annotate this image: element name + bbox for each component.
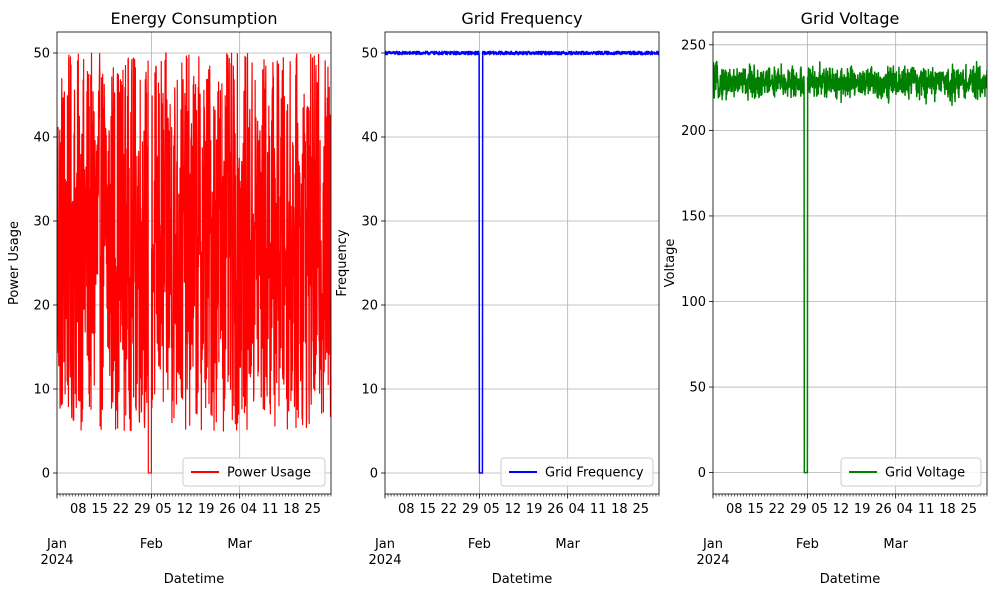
- y-tick-label: 100: [681, 295, 706, 310]
- x-tick-label: 19: [526, 502, 543, 517]
- y-tick-label: 10: [361, 383, 378, 398]
- y-tick-label: 20: [361, 299, 378, 314]
- x-tick-label: 04: [569, 502, 586, 517]
- x-tick-label: 19: [198, 502, 215, 517]
- y-tick-label: 20: [33, 299, 50, 314]
- x-tick-label: 25: [960, 502, 977, 517]
- series-line-grid-voltage: [713, 60, 987, 474]
- x-tick-label: 25: [304, 502, 321, 517]
- x-tick-label: 04: [897, 502, 914, 517]
- x-tick-label: 15: [747, 502, 764, 517]
- x-tick-label: 04: [241, 502, 258, 517]
- legend-box: [182, 457, 326, 487]
- x-tick-label: 12: [177, 502, 194, 517]
- legend-label: Grid Voltage: [885, 466, 965, 481]
- x-month-label: Mar: [883, 537, 908, 552]
- chart-title: Grid Voltage: [801, 9, 900, 28]
- x-month-label: Jan: [702, 537, 723, 552]
- series-line-power-usage: [57, 52, 331, 474]
- subplot-2: Grid Frequency 0 10 20 30 40 50 Frequency 08 15 22…: [335, 9, 660, 587]
- x-tick-label: 11: [262, 502, 279, 517]
- y-tick-label: 50: [689, 381, 706, 396]
- x-tick-label: 18: [611, 502, 628, 517]
- x-tick-label: 08: [398, 502, 415, 517]
- x-axis-label: Datetime: [820, 572, 880, 587]
- legend-box: [500, 457, 654, 487]
- x-tick-label: 15: [91, 502, 108, 517]
- x-tick-label: 11: [918, 502, 935, 517]
- axes-frame: [712, 31, 988, 495]
- x-tick-label: 26: [547, 502, 564, 517]
- x-tick-label: 29: [790, 502, 807, 517]
- x-tick-label: 22: [769, 502, 786, 517]
- y-tick-label: 250: [681, 38, 706, 53]
- x-month-label: Mar: [555, 537, 580, 552]
- legend-label: Power Usage: [227, 466, 311, 481]
- x-tick-label: 05: [155, 502, 172, 517]
- y-tick-label: 0: [370, 467, 378, 482]
- x-tick-label: 29: [462, 502, 479, 517]
- y-tick-label: 40: [33, 131, 50, 146]
- x-month-label: Feb: [140, 537, 163, 552]
- x-year-label: 2024: [40, 553, 73, 568]
- x-month-label: Jan: [46, 537, 67, 552]
- x-tick-label: 26: [219, 502, 236, 517]
- subplot-1: Energy Consumption 0 10 20 30 40 50 Power Usage…: [7, 9, 332, 587]
- x-month-label: Feb: [468, 537, 491, 552]
- y-tick-label: 0: [42, 467, 50, 482]
- x-tick-label: 22: [113, 502, 130, 517]
- x-tick-label: 08: [726, 502, 743, 517]
- x-tick-label: 12: [833, 502, 850, 517]
- x-month-label: Feb: [796, 537, 819, 552]
- series-line-grid-frequency: [385, 50, 659, 474]
- y-tick-label: 0: [698, 466, 706, 481]
- x-tick-label: 22: [441, 502, 458, 517]
- x-tick-label: 11: [590, 502, 607, 517]
- x-tick-label: 25: [632, 502, 649, 517]
- chart-title: Grid Frequency: [461, 9, 582, 28]
- x-tick-label: 18: [939, 502, 956, 517]
- x-tick-label: 15: [419, 502, 436, 517]
- x-axis-label: Datetime: [164, 572, 224, 587]
- y-axis-label: Frequency: [335, 229, 350, 296]
- y-tick-label: 30: [33, 215, 50, 230]
- y-tick-label: 40: [361, 131, 378, 146]
- y-tick-label: 50: [33, 47, 50, 62]
- y-tick-label: 10: [33, 383, 50, 398]
- x-tick-label: 26: [875, 502, 892, 517]
- x-tick-label: 29: [134, 502, 151, 517]
- legend-box: [840, 457, 982, 487]
- chart-title: Energy Consumption: [110, 9, 277, 28]
- x-tick-label: 05: [483, 502, 500, 517]
- x-tick-label: 05: [811, 502, 828, 517]
- legend-label: Grid Frequency: [545, 466, 644, 481]
- x-tick-label: 19: [854, 502, 871, 517]
- axes-frame: [384, 31, 660, 495]
- x-year-label: 2024: [696, 553, 729, 568]
- x-tick-label: 18: [283, 502, 300, 517]
- x-month-label: Mar: [227, 537, 252, 552]
- y-axis-label: Power Usage: [7, 221, 22, 305]
- x-axis-label: Datetime: [492, 572, 552, 587]
- y-axis-label: Voltage: [663, 239, 678, 288]
- y-tick-label: 150: [681, 209, 706, 224]
- x-tick-label: 12: [505, 502, 522, 517]
- x-tick-label: 08: [70, 502, 87, 517]
- y-tick-label: 30: [361, 215, 378, 230]
- x-year-label: 2024: [368, 553, 401, 568]
- y-tick-label: 200: [681, 124, 706, 139]
- x-month-label: Jan: [374, 537, 395, 552]
- y-tick-label: 50: [361, 47, 378, 62]
